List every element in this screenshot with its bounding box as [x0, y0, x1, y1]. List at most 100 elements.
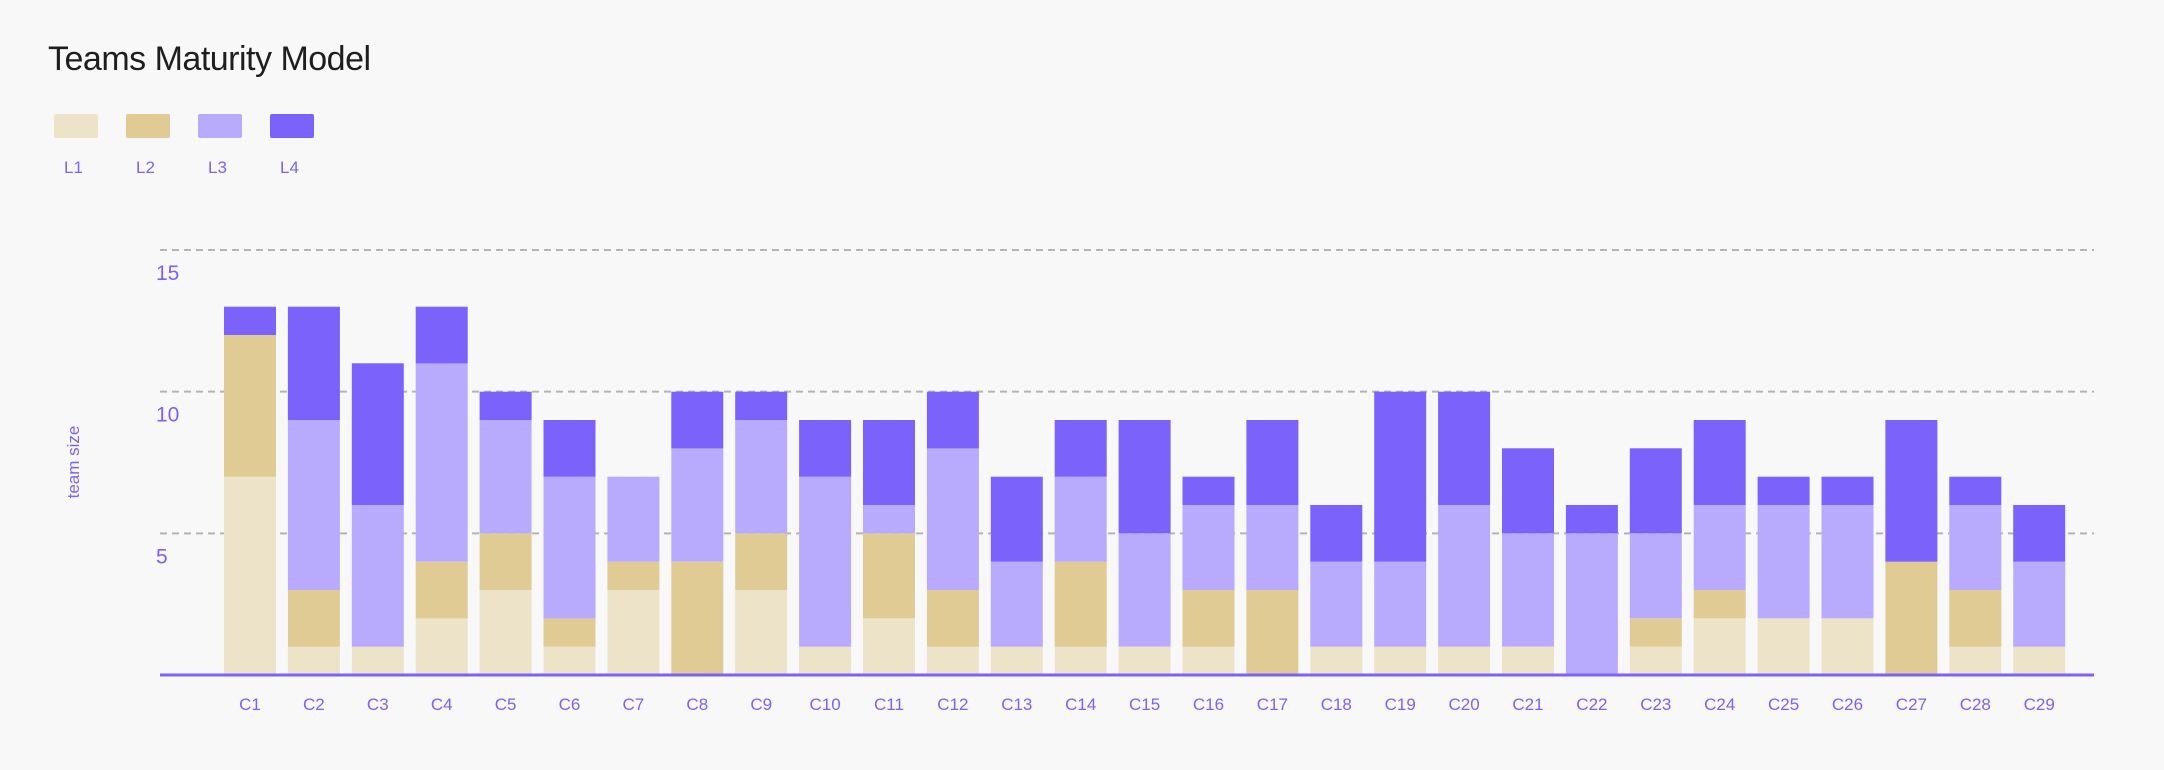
bar-c19-l3[interactable] — [1374, 561, 1427, 647]
bar-c2-l2[interactable] — [287, 590, 340, 647]
bar-c24-l3[interactable] — [1693, 505, 1746, 590]
bar-c16-l3[interactable] — [1182, 505, 1235, 590]
bar-c1-l2[interactable] — [224, 335, 276, 477]
bar-c15-l4[interactable] — [1118, 420, 1171, 534]
bar-c6-l2[interactable] — [543, 618, 596, 647]
bar-c21-l3[interactable] — [1502, 533, 1554, 647]
bar-c9-l4[interactable] — [735, 391, 788, 420]
bar-c26-l1[interactable] — [1821, 618, 1874, 675]
legend-item-l1[interactable]: L1 — [54, 114, 126, 178]
bar-c9-l1[interactable] — [735, 590, 788, 675]
bar-c29-l4[interactable] — [2013, 505, 2066, 562]
bar-c25-l3[interactable] — [1757, 505, 1810, 619]
bar-c1-l4[interactable] — [224, 306, 276, 335]
bar-c23-l3[interactable] — [1629, 533, 1682, 619]
bar-c14-l4[interactable] — [1054, 420, 1107, 477]
bar-c17-l2[interactable] — [1246, 590, 1299, 675]
bar-c24-l2[interactable] — [1693, 590, 1746, 619]
bar-c6-l3[interactable] — [543, 476, 596, 619]
bar-c4-l1[interactable] — [415, 618, 468, 675]
bar-c19-l1[interactable] — [1374, 646, 1427, 675]
legend-item-l3[interactable]: L3 — [198, 114, 270, 178]
bar-c9-l3[interactable] — [735, 420, 788, 534]
bar-c18-l3[interactable] — [1310, 561, 1363, 647]
bar-c2-l3[interactable] — [287, 420, 340, 590]
bar-c29-l3[interactable] — [2013, 561, 2066, 647]
bar-c11-l1[interactable] — [863, 618, 915, 675]
bar-c22-l4[interactable] — [1565, 505, 1618, 534]
legend-item-l2[interactable]: L2 — [126, 114, 198, 178]
bar-c10-l4[interactable] — [799, 420, 852, 477]
bar-c26-l3[interactable] — [1821, 505, 1874, 619]
bar-c26-l4[interactable] — [1821, 476, 1874, 505]
bar-c6-l4[interactable] — [543, 420, 596, 477]
bar-c13-l1[interactable] — [990, 646, 1043, 675]
bar-c16-l2[interactable] — [1182, 590, 1235, 647]
bar-c11-l2[interactable] — [863, 533, 915, 619]
bar-c23-l1[interactable] — [1629, 646, 1682, 675]
bar-c5-l3[interactable] — [479, 420, 532, 534]
bar-c28-l2[interactable] — [1949, 590, 2002, 647]
bar-c21-l4[interactable] — [1502, 448, 1554, 534]
bar-c6-l1[interactable] — [543, 646, 596, 675]
bar-c21-l1[interactable] — [1502, 646, 1554, 675]
bar-c25-l4[interactable] — [1757, 476, 1810, 505]
bar-c20-l1[interactable] — [1438, 646, 1491, 675]
bar-c2-l1[interactable] — [287, 646, 340, 675]
bar-c4-l4[interactable] — [415, 306, 468, 364]
bar-c2-l4[interactable] — [287, 306, 340, 420]
bar-c28-l3[interactable] — [1949, 505, 2002, 590]
bar-c11-l4[interactable] — [863, 420, 915, 505]
bar-c3-l4[interactable] — [351, 363, 404, 505]
bar-c14-l1[interactable] — [1054, 646, 1107, 675]
bar-c16-l4[interactable] — [1182, 476, 1235, 505]
bar-c27-l4[interactable] — [1885, 420, 1938, 562]
bar-c4-l3[interactable] — [415, 363, 468, 562]
bar-c18-l4[interactable] — [1310, 505, 1363, 562]
bar-c19-l4[interactable] — [1374, 391, 1427, 562]
bar-c5-l1[interactable] — [479, 590, 532, 675]
bar-c29-l1[interactable] — [2013, 646, 2066, 675]
bar-c4-l2[interactable] — [415, 561, 468, 619]
bar-c16-l1[interactable] — [1182, 646, 1235, 675]
bar-c12-l2[interactable] — [926, 590, 979, 647]
bar-c18-l1[interactable] — [1310, 646, 1363, 675]
bar-c13-l4[interactable] — [990, 476, 1043, 562]
bar-c9-l2[interactable] — [735, 533, 788, 590]
bar-c12-l4[interactable] — [926, 391, 979, 449]
bar-c10-l3[interactable] — [799, 476, 852, 647]
bar-c28-l1[interactable] — [1949, 646, 2002, 675]
bar-c17-l4[interactable] — [1246, 420, 1299, 505]
bar-c17-l3[interactable] — [1246, 505, 1299, 590]
bar-c23-l2[interactable] — [1629, 618, 1682, 647]
bar-c5-l4[interactable] — [479, 391, 532, 420]
bar-c22-l3[interactable] — [1565, 533, 1618, 675]
bar-c15-l3[interactable] — [1118, 533, 1171, 647]
bar-c7-l1[interactable] — [607, 590, 660, 675]
bar-c11-l3[interactable] — [863, 505, 915, 534]
bar-c20-l3[interactable] — [1438, 505, 1491, 647]
bar-c3-l3[interactable] — [351, 505, 404, 647]
bar-c20-l4[interactable] — [1438, 391, 1491, 505]
bar-c23-l4[interactable] — [1629, 448, 1682, 534]
bar-c14-l3[interactable] — [1054, 476, 1107, 562]
bar-c13-l3[interactable] — [990, 561, 1043, 647]
bar-c8-l3[interactable] — [671, 448, 724, 562]
bar-c25-l1[interactable] — [1757, 618, 1810, 675]
bar-c24-l4[interactable] — [1693, 420, 1746, 505]
bar-c15-l1[interactable] — [1118, 646, 1171, 675]
bar-c12-l3[interactable] — [926, 448, 979, 590]
bar-c14-l2[interactable] — [1054, 561, 1107, 647]
legend-item-l4[interactable]: L4 — [270, 114, 342, 178]
bar-c1-l1[interactable] — [224, 476, 276, 675]
bar-c7-l2[interactable] — [607, 561, 660, 590]
bar-c8-l2[interactable] — [671, 561, 724, 675]
bar-c24-l1[interactable] — [1693, 618, 1746, 675]
bar-c8-l4[interactable] — [671, 391, 724, 449]
bar-c28-l4[interactable] — [1949, 476, 2002, 505]
bar-c3-l1[interactable] — [351, 646, 404, 675]
bar-c27-l2[interactable] — [1885, 561, 1938, 675]
bar-c10-l1[interactable] — [799, 646, 852, 675]
bar-c7-l3[interactable] — [607, 476, 660, 562]
bar-c12-l1[interactable] — [926, 646, 979, 675]
